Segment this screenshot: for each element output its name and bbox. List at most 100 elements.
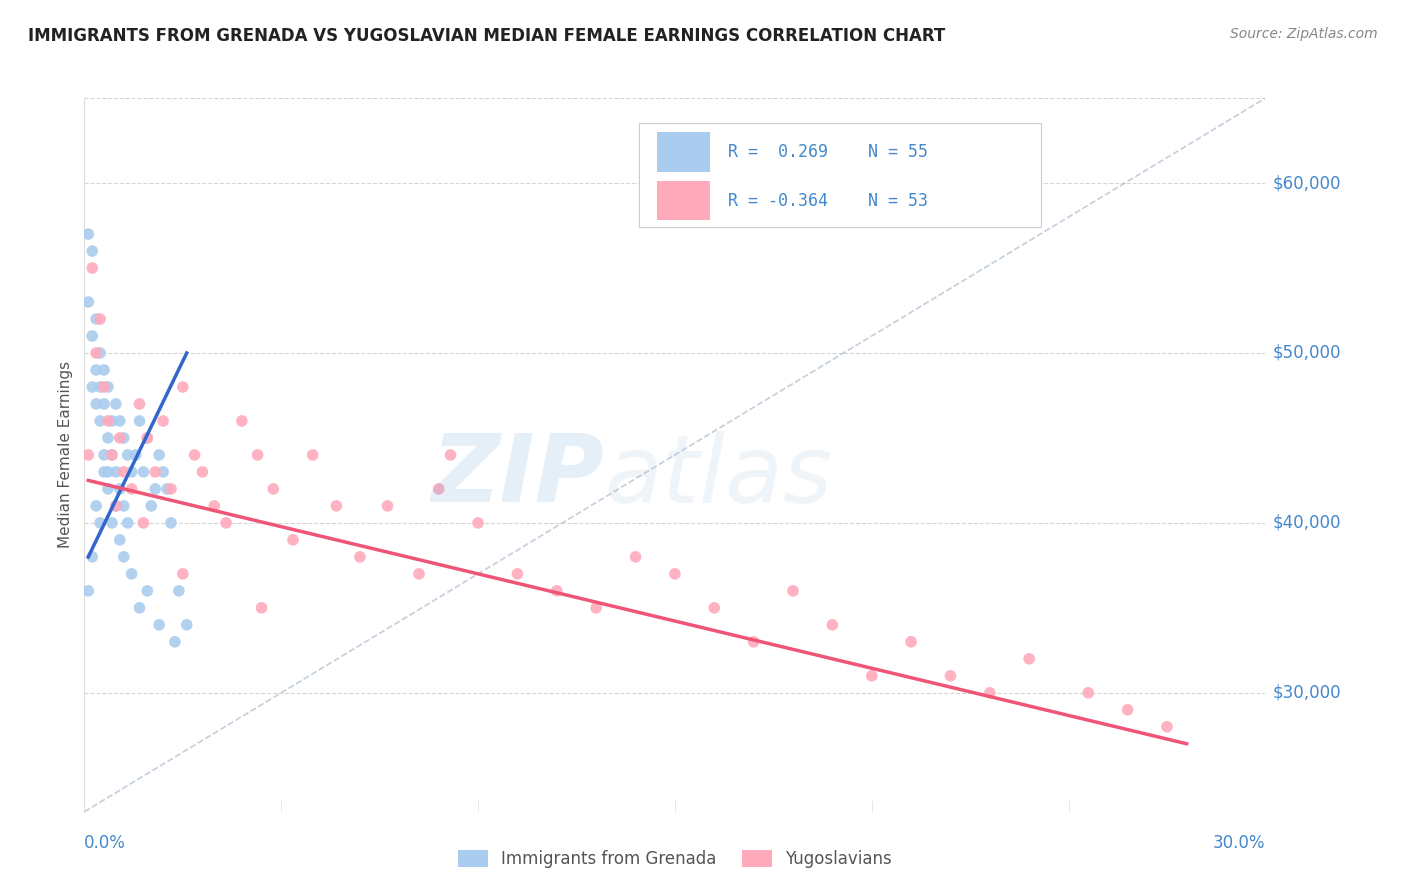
Point: [231, 414, 253, 428]
Point: [664, 566, 686, 581]
Point: [121, 482, 143, 496]
Point: [546, 583, 568, 598]
Point: [215, 516, 238, 530]
Point: [93, 448, 115, 462]
Point: [124, 448, 146, 462]
Y-axis label: Median Female Earnings: Median Female Earnings: [58, 361, 73, 549]
Point: [104, 465, 127, 479]
Point: [1156, 720, 1178, 734]
Point: [325, 499, 347, 513]
Text: $50,000: $50,000: [1272, 344, 1341, 362]
Text: Source: ZipAtlas.com: Source: ZipAtlas.com: [1230, 27, 1378, 41]
Point: [128, 397, 150, 411]
Point: [377, 499, 399, 513]
Point: [121, 566, 143, 581]
Point: [821, 617, 844, 632]
Point: [108, 414, 131, 428]
Text: IMMIGRANTS FROM GRENADA VS YUGOSLAVIAN MEDIAN FEMALE EARNINGS CORRELATION CHART: IMMIGRANTS FROM GRENADA VS YUGOSLAVIAN M…: [28, 27, 945, 45]
Point: [77, 583, 100, 598]
Text: 0.0%: 0.0%: [84, 834, 127, 852]
Point: [191, 465, 214, 479]
FancyBboxPatch shape: [657, 132, 710, 171]
Point: [93, 397, 115, 411]
Point: [136, 431, 159, 445]
Point: [117, 516, 139, 530]
Point: [1018, 652, 1040, 666]
Point: [101, 414, 124, 428]
Text: 30.0%: 30.0%: [1213, 834, 1265, 852]
Point: [427, 482, 450, 496]
Point: [585, 600, 607, 615]
Point: [117, 448, 139, 462]
Text: $60,000: $60,000: [1272, 174, 1341, 192]
Text: R =  0.269    N = 55: R = 0.269 N = 55: [728, 143, 928, 161]
Point: [108, 482, 131, 496]
Point: [742, 635, 765, 649]
Point: [439, 448, 461, 462]
Point: [506, 566, 529, 581]
Point: [101, 448, 124, 462]
Point: [89, 346, 111, 360]
FancyBboxPatch shape: [640, 123, 1040, 227]
Point: [84, 499, 107, 513]
Point: [172, 380, 194, 394]
Point: [979, 686, 1001, 700]
Point: [262, 482, 284, 496]
Point: [624, 549, 647, 564]
Point: [104, 397, 127, 411]
Point: [152, 465, 174, 479]
Point: [84, 397, 107, 411]
Point: [77, 295, 100, 310]
Point: [250, 600, 273, 615]
Point: [132, 465, 155, 479]
Point: [939, 669, 962, 683]
Point: [163, 635, 186, 649]
Point: [82, 329, 104, 343]
Legend: Immigrants from Grenada, Yugoslavians: Immigrants from Grenada, Yugoslavians: [451, 843, 898, 875]
Text: $40,000: $40,000: [1272, 514, 1341, 532]
Point: [301, 448, 323, 462]
Point: [176, 617, 198, 632]
Point: [152, 414, 174, 428]
Point: [89, 312, 111, 326]
Point: [108, 431, 131, 445]
Point: [77, 448, 100, 462]
Point: [89, 380, 111, 394]
Point: [148, 617, 170, 632]
Point: [104, 499, 127, 513]
Text: $30,000: $30,000: [1272, 684, 1341, 702]
Point: [121, 465, 143, 479]
Point: [160, 482, 183, 496]
Point: [112, 549, 135, 564]
Point: [82, 244, 104, 258]
Point: [97, 414, 120, 428]
Point: [136, 431, 159, 445]
FancyBboxPatch shape: [657, 181, 710, 220]
Point: [101, 516, 124, 530]
Point: [93, 380, 115, 394]
Point: [172, 566, 194, 581]
Text: atlas: atlas: [605, 431, 832, 522]
Point: [112, 465, 135, 479]
Point: [84, 312, 107, 326]
Point: [900, 635, 922, 649]
Point: [703, 600, 725, 615]
Point: [246, 448, 269, 462]
Point: [112, 499, 135, 513]
Point: [281, 533, 304, 547]
Point: [202, 499, 225, 513]
Point: [112, 431, 135, 445]
Point: [97, 380, 120, 394]
Text: R = -0.364    N = 53: R = -0.364 N = 53: [728, 192, 928, 210]
Point: [89, 516, 111, 530]
Point: [84, 363, 107, 377]
Point: [132, 516, 155, 530]
Point: [108, 533, 131, 547]
Point: [82, 380, 104, 394]
Text: ZIP: ZIP: [432, 430, 605, 523]
Point: [84, 346, 107, 360]
Point: [104, 499, 127, 513]
Point: [1077, 686, 1099, 700]
Point: [82, 260, 104, 275]
Point: [349, 549, 371, 564]
